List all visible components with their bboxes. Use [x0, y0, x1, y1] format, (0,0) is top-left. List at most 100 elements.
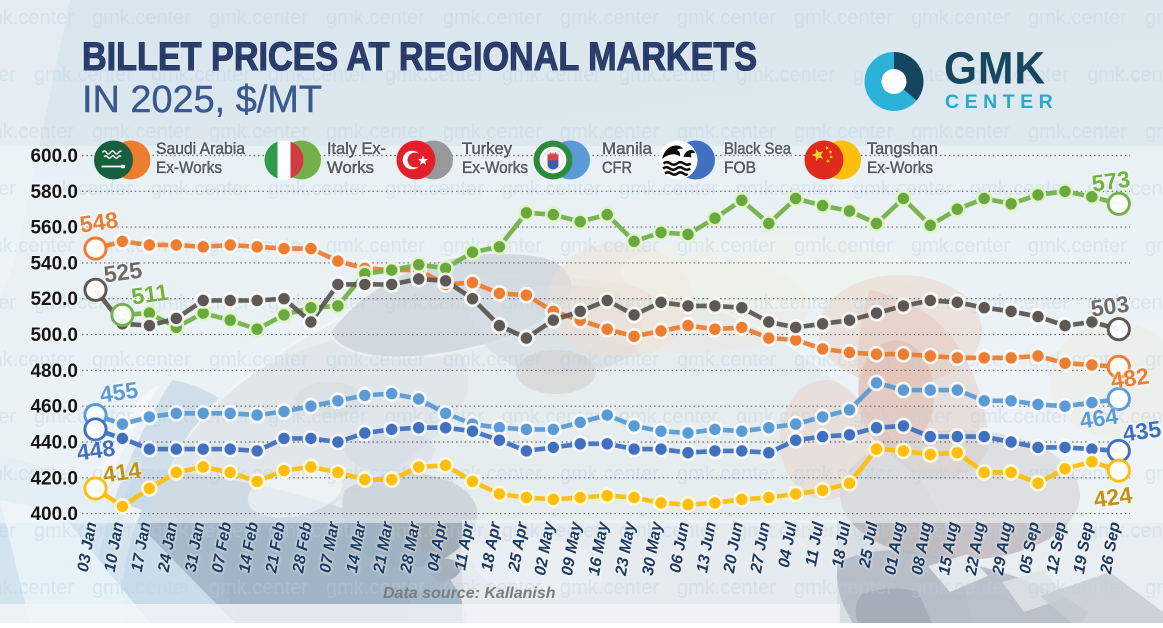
svg-text:Ex-Works: Ex-Works — [156, 158, 222, 177]
svg-text:480.0: 480.0 — [30, 361, 78, 382]
svg-text:424: 424 — [1092, 482, 1134, 513]
svg-text:gmk.center: gmk.center — [1087, 64, 1163, 86]
svg-text:gmk.center: gmk.center — [736, 292, 835, 314]
svg-text:gmk.center: gmk.center — [92, 349, 191, 371]
svg-text:gmk.center: gmk.center — [443, 121, 542, 143]
svg-text:gmk.center: gmk.center — [385, 520, 484, 542]
svg-text:gmk.center: gmk.center — [268, 64, 367, 86]
svg-text:CFR: CFR — [602, 158, 632, 177]
svg-text:420.0: 420.0 — [30, 468, 78, 489]
svg-text:gmk.center: gmk.center — [268, 520, 367, 542]
svg-text:gmk.center: gmk.center — [0, 349, 74, 371]
svg-text:gmk.center: gmk.center — [619, 178, 718, 200]
svg-text:gmk.center: gmk.center — [209, 121, 308, 143]
svg-text:gmk.center: gmk.center — [970, 520, 1069, 542]
svg-text:525: 525 — [102, 257, 144, 288]
svg-text:540.0: 540.0 — [30, 253, 78, 274]
svg-text:gmk.center: gmk.center — [502, 520, 601, 542]
svg-text:gmk.center: gmk.center — [560, 7, 659, 29]
svg-text:gmk.center: gmk.center — [0, 463, 74, 485]
svg-text:gmk.center: gmk.center — [326, 577, 425, 599]
svg-text:gmk.center: gmk.center — [1087, 178, 1163, 200]
svg-text:FOB: FOB — [724, 158, 756, 177]
svg-text:gmk.center: gmk.center — [1028, 121, 1127, 143]
svg-text:gmk.center: gmk.center — [736, 64, 835, 86]
svg-text:gmk.center: gmk.center — [151, 520, 250, 542]
svg-text:460.0: 460.0 — [30, 397, 78, 418]
svg-text:gmk.center: gmk.center — [502, 64, 601, 86]
svg-text:gmk.center: gmk.center — [1087, 292, 1163, 314]
svg-text:gmk.center: gmk.center — [1087, 406, 1163, 428]
svg-text:gmk.center: gmk.center — [970, 64, 1069, 86]
svg-text:gmk.center: gmk.center — [619, 64, 718, 86]
svg-text:gmk.center: gmk.center — [268, 178, 367, 200]
svg-text:511: 511 — [130, 279, 171, 310]
svg-text:560.0: 560.0 — [30, 218, 78, 239]
svg-text:gmk.center: gmk.center — [911, 235, 1010, 257]
svg-text:gmk.center: gmk.center — [736, 520, 835, 542]
svg-text:gmk.center: gmk.center — [794, 7, 893, 29]
svg-text:464: 464 — [1078, 403, 1120, 434]
svg-text:gmk.center: gmk.center — [1087, 520, 1163, 542]
svg-text:gmk.center: gmk.center — [853, 178, 952, 200]
svg-text:gmk.center: gmk.center — [677, 7, 776, 29]
svg-text:gmk.center: gmk.center — [619, 406, 718, 428]
svg-text:gmk.center: gmk.center — [1028, 463, 1127, 485]
svg-text:gmk.center: gmk.center — [326, 349, 425, 371]
svg-text:gmk.center: gmk.center — [385, 178, 484, 200]
svg-text:gmk.center: gmk.center — [1028, 235, 1127, 257]
svg-text:gmk.center: gmk.center — [0, 7, 74, 29]
svg-text:gmk.center: gmk.center — [385, 292, 484, 314]
svg-text:gmk.center: gmk.center — [794, 121, 893, 143]
svg-text:CENTER: CENTER — [945, 91, 1058, 113]
svg-text:gmk.center: gmk.center — [677, 577, 776, 599]
svg-text:580.0: 580.0 — [30, 182, 78, 203]
svg-text:gmk.center: gmk.center — [970, 406, 1069, 428]
svg-text:Tangshan: Tangshan — [867, 139, 938, 158]
svg-text:gmk.center: gmk.center — [0, 178, 16, 200]
svg-text:gmk.center: gmk.center — [794, 577, 893, 599]
svg-text:gmk.center: gmk.center — [0, 121, 74, 143]
svg-text:gmk.center: gmk.center — [560, 121, 659, 143]
svg-text:400.0: 400.0 — [30, 504, 78, 525]
svg-text:gmk.center: gmk.center — [443, 577, 542, 599]
svg-text:gmk.center: gmk.center — [0, 235, 74, 257]
svg-text:gmk.center: gmk.center — [151, 178, 250, 200]
svg-text:gmk.center: gmk.center — [34, 64, 133, 86]
svg-text:Turkey: Turkey — [462, 139, 512, 158]
svg-text:gmk.center: gmk.center — [677, 235, 776, 257]
svg-text:gmk.center: gmk.center — [34, 178, 133, 200]
svg-text:Works: Works — [327, 158, 374, 177]
svg-text:gmk.center: gmk.center — [151, 64, 250, 86]
svg-text:gmk.center: gmk.center — [92, 577, 191, 599]
svg-text:gmk.center: gmk.center — [502, 178, 601, 200]
svg-text:gmk.center: gmk.center — [1145, 349, 1163, 371]
svg-text:gmk.center: gmk.center — [560, 577, 659, 599]
svg-text:gmk.center: gmk.center — [677, 463, 776, 485]
svg-text:gmk.center: gmk.center — [1028, 7, 1127, 29]
svg-text:573: 573 — [1090, 166, 1132, 197]
svg-text:gmk.center: gmk.center — [1145, 235, 1163, 257]
svg-text:Data source: Kallanish: Data source: Kallanish — [383, 585, 556, 602]
svg-text:BILLET PRICES AT REGIONAL MARK: BILLET PRICES AT REGIONAL MARKETS — [82, 35, 757, 79]
svg-text:Black Sea: Black Sea — [724, 139, 791, 158]
svg-text:gmk.center: gmk.center — [0, 577, 74, 599]
svg-text:gmk.center: gmk.center — [911, 577, 1010, 599]
svg-text:448: 448 — [75, 435, 117, 466]
svg-text:548: 548 — [78, 207, 120, 238]
svg-text:Saudi Arabia: Saudi Arabia — [156, 139, 246, 158]
svg-text:Ex-Works: Ex-Works — [867, 158, 933, 177]
svg-text:gmk.center: gmk.center — [619, 520, 718, 542]
svg-text:gmk.center: gmk.center — [1145, 7, 1163, 29]
svg-text:482: 482 — [1109, 363, 1151, 394]
svg-text:414: 414 — [101, 457, 143, 488]
svg-text:gmk.center: gmk.center — [0, 292, 16, 314]
svg-text:GMK: GMK — [944, 43, 1046, 94]
svg-text:gmk.center: gmk.center — [326, 121, 425, 143]
svg-text:IN 2025, $/MT: IN 2025, $/MT — [82, 79, 322, 121]
svg-text:gmk.center: gmk.center — [1145, 121, 1163, 143]
svg-text:gmk.center: gmk.center — [794, 463, 893, 485]
svg-text:gmk.center: gmk.center — [0, 520, 16, 542]
svg-text:gmk.center: gmk.center — [326, 235, 425, 257]
svg-text:gmk.center: gmk.center — [209, 577, 308, 599]
